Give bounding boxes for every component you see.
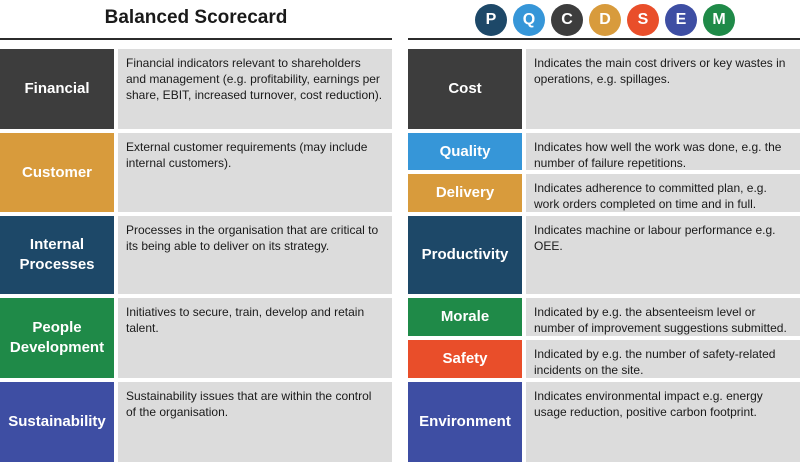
delivery-row: Delivery Indicates adherence to committed… <box>408 174 800 212</box>
badge-c-circle: C <box>551 4 583 36</box>
sustainability-row: Sustainability Sustainability issues that… <box>0 382 392 462</box>
badge-d-circle: D <box>589 4 621 36</box>
productivity-description: Indicates machine or labour performance … <box>526 216 800 294</box>
customer-row: Customer External customer requirements (… <box>0 133 392 212</box>
balanced-scorecard-title: Balanced Scorecard <box>104 7 288 28</box>
internal-processes-description: Processes in the organisation that are c… <box>118 216 392 294</box>
people-development-row: People Development Initiatives to secure,… <box>0 298 392 378</box>
safety-label: Safety <box>408 340 522 378</box>
morale-label: Morale <box>408 298 522 336</box>
right-divider <box>408 38 800 40</box>
financial-row: Financial Financial indicators relevant t… <box>0 49 392 129</box>
productivity-row: Productivity Indicates machine or labour … <box>408 216 800 294</box>
safety-description: Indicated by e.g. the number of safety-r… <box>526 340 800 378</box>
morale-description: Indicated by e.g. the absenteeism level … <box>526 298 800 336</box>
sustainability-label: Sustainability <box>0 382 114 462</box>
badge-q-circle: Q <box>513 4 545 36</box>
badge-e-circle: E <box>665 4 697 36</box>
cost-label: Cost <box>408 49 522 129</box>
badge-m-circle: M <box>703 4 735 36</box>
quality-label: Quality <box>408 133 522 170</box>
quality-row: Quality Indicates how well the work was d… <box>408 133 800 170</box>
morale-row: Morale Indicated by e.g. the absenteeism … <box>408 298 800 336</box>
environment-row: Environment Indicates environmental impac… <box>408 382 800 462</box>
delivery-description: Indicates adherence to committed plan, e… <box>526 174 800 212</box>
badge-s-circle: S <box>627 4 659 36</box>
financial-description: Financial indicators relevant to shareho… <box>118 49 392 129</box>
delivery-label: Delivery <box>408 174 522 212</box>
quality-description: Indicates how well the work was done, e.… <box>526 133 800 170</box>
safety-row: Safety Indicated by e.g. the number of sa… <box>408 340 800 378</box>
environment-label: Environment <box>408 382 522 462</box>
environment-description: Indicates environmental impact e.g. ener… <box>526 382 800 462</box>
cost-row: Cost Indicates the main cost drivers or k… <box>408 49 800 129</box>
left-divider <box>0 38 392 40</box>
internal-processes-label: Internal Processes <box>0 216 114 294</box>
productivity-label: Productivity <box>408 216 522 294</box>
financial-label: Financial <box>0 49 114 129</box>
customer-label: Customer <box>0 133 114 212</box>
people-development-label: People Development <box>0 298 114 378</box>
cost-description: Indicates the main cost drivers or key w… <box>526 49 800 129</box>
customer-description: External customer requirements (may incl… <box>118 133 392 212</box>
people-development-description: Initiatives to secure, train, develop an… <box>118 298 392 378</box>
sustainability-description: Sustainability issues that are within th… <box>118 382 392 462</box>
internal-processes-row: Internal Processes Processes in the organ… <box>0 216 392 294</box>
badge-p-circle: P <box>475 4 507 36</box>
